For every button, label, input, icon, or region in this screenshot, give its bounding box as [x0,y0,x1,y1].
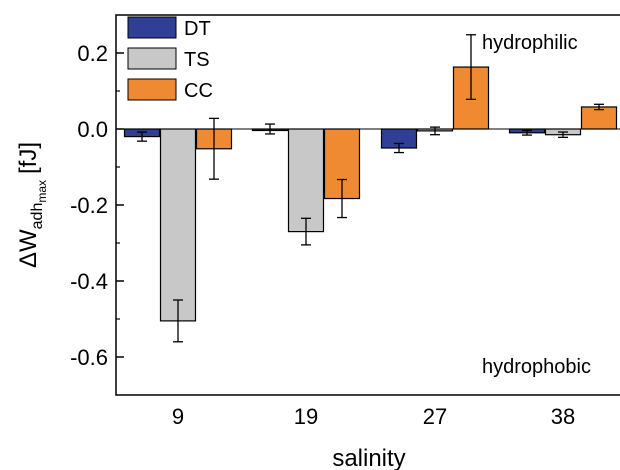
legend-swatch-ts [127,47,177,70]
annotation-hydrophobic: hydrophobic [482,356,591,378]
y-axis-title-main: ΔW [15,229,42,268]
y-axis-title-subsub: max [35,180,49,203]
y-tick-label: 0.0 [77,117,108,142]
x-axis-ticks: 9 19 27 38 [172,404,575,429]
y-tick-label: -0.4 [70,269,108,294]
plot-area: 0.2 0.0 -0.2 -0.4 -0.6 9 19 27 38 [70,14,620,429]
y-tick-label: -0.6 [70,345,108,370]
x-tick-label: 19 [294,404,318,429]
y-tick-label: -0.2 [70,193,108,218]
bar-series-group [123,34,618,343]
x-axis-title: salinity [332,445,405,470]
y-axis-title-sub: adh [29,203,46,230]
y-axis-title: ΔWadhmax [fJ] [15,142,49,268]
x-tick-label: 38 [551,404,575,429]
annotation-hydrophilic: hydrophilic [482,32,578,54]
legend-label-cc: CC [184,80,213,102]
bar-ts-19 [287,128,325,233]
legend-label-ts: TS [184,49,210,71]
y-axis-title-unit: [fJ] [15,142,42,174]
y-axis-ticks: 0.2 0.0 -0.2 -0.4 -0.6 [70,41,124,370]
legend-swatch-dt [127,16,177,39]
legend-label-dt: DT [184,18,211,40]
legend-swatch-cc [127,78,177,101]
x-tick-label: 9 [172,404,184,429]
y-tick-label: 0.2 [77,41,108,66]
x-tick-label: 27 [423,404,447,429]
bar-ts-9 [159,128,197,322]
legend: DT TS CC [127,16,213,102]
